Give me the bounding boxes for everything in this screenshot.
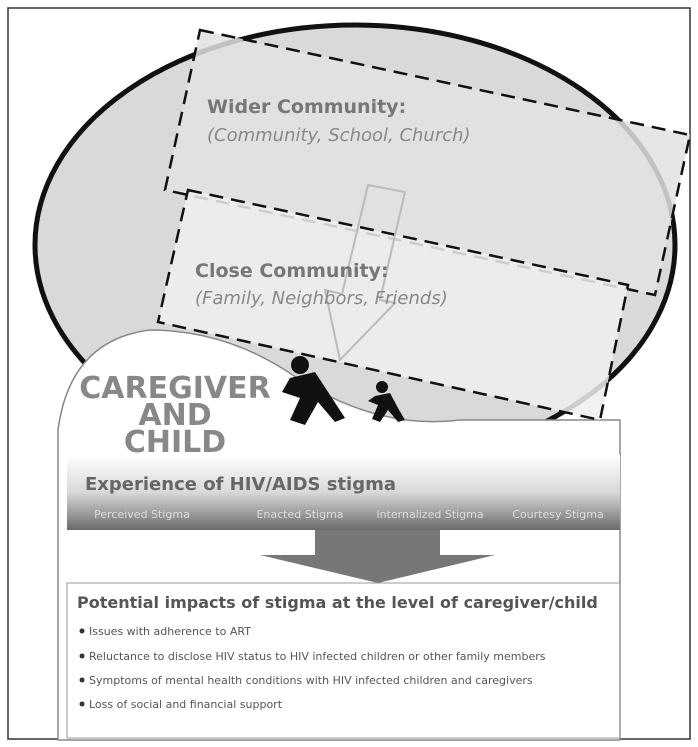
- impact-item: Loss of social and financial support: [89, 698, 283, 711]
- stigma-type: Courtesy Stigma: [512, 508, 604, 521]
- impact-item: Symptoms of mental health conditions wit…: [89, 674, 533, 687]
- center-line: CHILD: [124, 425, 226, 460]
- wider-title: Wider Community:: [207, 96, 406, 118]
- impacts-title: Potential impacts of stigma at the level…: [77, 593, 598, 612]
- stigma-type: Enacted Stigma: [256, 508, 343, 521]
- diagram: Wider Community: (Community, School, Chu…: [0, 0, 698, 747]
- stigma-type: Perceived Stigma: [94, 508, 190, 521]
- wider-subtitle: (Community, School, Church): [207, 125, 471, 146]
- experience-title: Experience of HIV/AIDS stigma: [85, 474, 396, 495]
- impact-item: Reluctance to disclose HIV status to HIV…: [89, 650, 546, 663]
- close-title: Close Community:: [195, 260, 389, 282]
- stigma-type: Internalized Stigma: [376, 508, 483, 521]
- close-subtitle: (Family, Neighbors, Friends): [195, 288, 448, 309]
- impact-item: Issues with adherence to ART: [89, 625, 251, 638]
